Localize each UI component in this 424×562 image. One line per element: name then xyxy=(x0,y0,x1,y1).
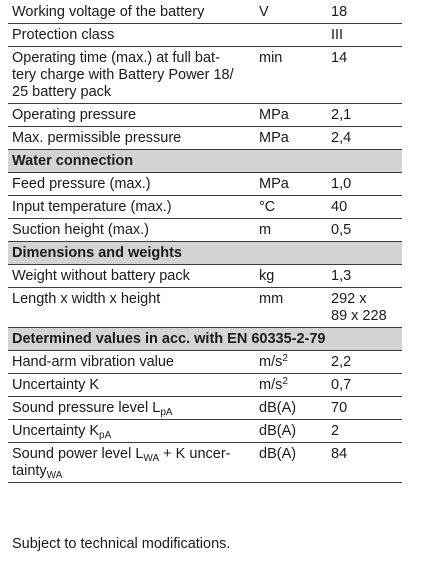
row-value: 18 xyxy=(331,4,348,20)
row-label: Uncertainty K xyxy=(8,373,255,397)
row-unit: dB(A) xyxy=(255,419,327,443)
row-label-line: tery charge with Battery Power 18/ xyxy=(12,67,234,83)
footnote: Subject to technical modifications. xyxy=(12,536,231,552)
row-value: 1,3 xyxy=(327,264,402,288)
label-rest: + K uncer- xyxy=(159,446,231,462)
table-row: Working voltage of the battery V 18 xyxy=(8,0,402,24)
table-row: Max. permissible pressure MPa 2,4 xyxy=(8,126,402,150)
label-base: Sound pressure level L xyxy=(12,400,161,416)
row-value: 2,1 xyxy=(327,103,402,127)
table-row: Uncertainty K m/s2 0,7 xyxy=(8,373,402,397)
label-subscript: pA xyxy=(160,407,173,418)
row-unit: m/s2 xyxy=(255,373,327,397)
table-row: Uncertainty KpA dB(A) 2 xyxy=(8,419,402,443)
row-unit: kg xyxy=(255,264,327,288)
row-value: III xyxy=(327,23,402,47)
row-unit: dB(A) xyxy=(255,442,327,483)
row-label: Uncertainty KpA xyxy=(8,419,255,443)
row-unit xyxy=(255,23,327,47)
section-header: Determined values in acc. with EN 60335-… xyxy=(8,327,402,351)
label-base: Uncertainty K xyxy=(12,423,100,439)
table-row: Operating time (max.) at full bat- tery … xyxy=(8,46,402,104)
row-label: Working voltage of the battery xyxy=(12,4,205,20)
row-value: 2,2 xyxy=(327,350,402,374)
label-base: Sound power level L xyxy=(12,446,144,462)
row-label-line: Operating time (max.) at full bat- xyxy=(12,50,220,66)
row-unit: m xyxy=(255,218,327,242)
row-unit: dB(A) xyxy=(255,396,327,420)
label-subscript: WA xyxy=(46,470,63,481)
section-header: Dimensions and weights xyxy=(8,241,402,265)
section-title-water-connection: Water connection xyxy=(8,149,402,173)
table-row: Operating pressure MPa 2,1 xyxy=(8,103,402,127)
row-label: Hand-arm vibration value xyxy=(8,350,255,374)
row-value: 14 xyxy=(327,46,402,104)
row-unit: MPa xyxy=(255,126,327,150)
row-label: Feed pressure (max.) xyxy=(8,172,255,196)
section-header: Water connection xyxy=(8,149,402,173)
row-value-line: 292 x xyxy=(331,291,367,307)
row-value: 2,4 xyxy=(327,126,402,150)
row-unit: m/s2 xyxy=(255,350,327,374)
unit-base: m/s xyxy=(259,354,283,370)
table-row: Length x width x height mm 292 x 89 x 22… xyxy=(8,287,402,328)
row-value: 292 x 89 x 228 xyxy=(327,287,402,328)
unit-superscript: 2 xyxy=(282,353,288,364)
row-unit: mm xyxy=(255,287,327,328)
unit-superscript: 2 xyxy=(282,376,288,387)
row-label: Operating pressure xyxy=(8,103,255,127)
row-label-line: Sound power level LWA + K uncer- xyxy=(12,446,251,464)
row-label: Suction height (max.) xyxy=(8,218,255,242)
row-value-line: 89 x 228 xyxy=(331,308,387,324)
row-value: 0,5 xyxy=(327,218,402,242)
section-title-determined-values: Determined values in acc. with EN 60335-… xyxy=(8,327,402,351)
label-base: tainty xyxy=(12,463,47,479)
table-row: Sound power level LWA + K uncer- taintyW… xyxy=(8,442,402,483)
table-row: Sound pressure level LpA dB(A) 70 xyxy=(8,396,402,420)
row-label: Sound power level LWA + K uncer- taintyW… xyxy=(8,442,255,483)
row-value: 0,7 xyxy=(327,373,402,397)
row-label: Operating time (max.) at full bat- tery … xyxy=(8,46,255,104)
row-label: Weight without battery pack xyxy=(8,264,255,288)
table-row: Feed pressure (max.) MPa 1,0 xyxy=(8,172,402,196)
technical-data-sheet: Working voltage of the battery V 18 Prot… xyxy=(8,0,402,483)
row-label: Sound pressure level LpA xyxy=(8,396,255,420)
row-unit: V xyxy=(259,4,269,20)
row-label: Protection class xyxy=(8,23,255,47)
row-value: 1,0 xyxy=(327,172,402,196)
row-unit: MPa xyxy=(255,172,327,196)
row-unit: min xyxy=(255,46,327,104)
row-value: 70 xyxy=(327,396,402,420)
row-unit: MPa xyxy=(255,103,327,127)
table-row: Protection class III xyxy=(8,23,402,47)
table-row: Weight without battery pack kg 1,3 xyxy=(8,264,402,288)
row-value: 84 xyxy=(327,442,402,483)
label-subscript: pA xyxy=(99,430,112,441)
table-row: Hand-arm vibration value m/s2 2,2 xyxy=(8,350,402,374)
table-row: Input temperature (max.) °C 40 xyxy=(8,195,402,219)
row-label: Length x width x height xyxy=(8,287,255,328)
row-label: Max. permissible pressure xyxy=(8,126,255,150)
row-label-line: taintyWA xyxy=(12,463,251,481)
row-label-line: 25 battery pack xyxy=(12,84,112,100)
label-subscript: WA xyxy=(143,453,160,464)
section-title-dimensions: Dimensions and weights xyxy=(8,241,402,265)
row-unit: °C xyxy=(255,195,327,219)
unit-base: m/s xyxy=(259,377,283,393)
row-value: 2 xyxy=(327,419,402,443)
row-label: Input temperature (max.) xyxy=(8,195,255,219)
row-value: 40 xyxy=(327,195,402,219)
technical-data-table: Working voltage of the battery V 18 Prot… xyxy=(8,0,402,483)
table-row: Suction height (max.) m 0,5 xyxy=(8,218,402,242)
